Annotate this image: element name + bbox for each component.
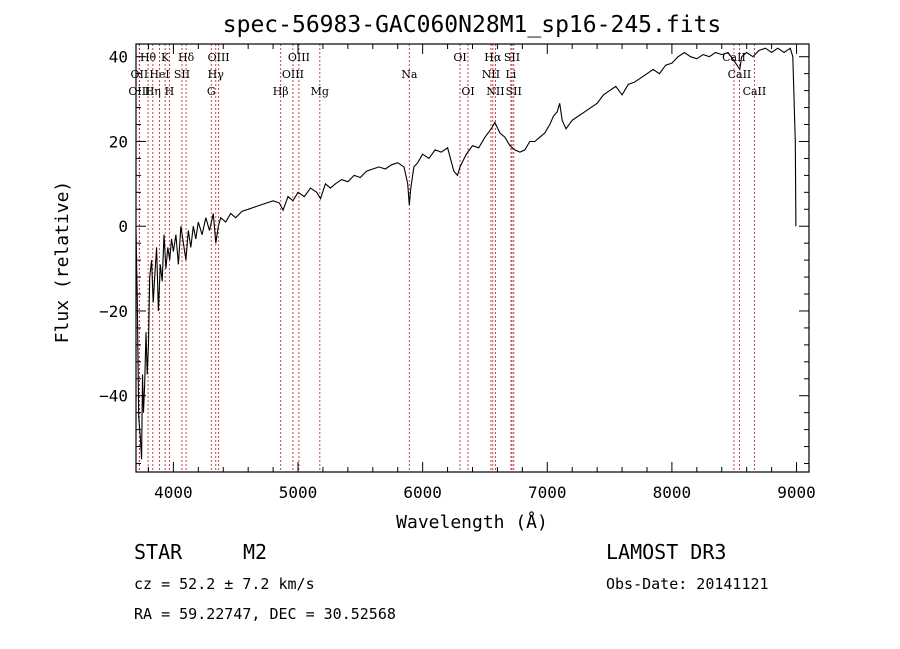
spectral-line-label: SII (506, 85, 522, 98)
spectral-line-label: H (165, 85, 175, 98)
spectral-line-label: Hα (484, 51, 502, 64)
spectral-line-label: OIII (208, 51, 230, 64)
x-tick-label: 8000 (653, 483, 692, 502)
x-tick-label: 9000 (777, 483, 816, 502)
y-axis-ticks: −40 −20 0 20 40 (99, 48, 809, 464)
observation-date: Obs-Date: 20141121 (606, 575, 769, 593)
spectral-line-label: CaII (743, 85, 767, 98)
spectral-line-label: OII (131, 68, 149, 81)
x-tick-label: 6000 (403, 483, 442, 502)
spectral-line-label: CaII (728, 68, 752, 81)
survey-name: LAMOST DR3 (606, 540, 726, 564)
y-axis-label: Flux (relative) (52, 181, 73, 344)
x-tick-label: 7000 (528, 483, 567, 502)
spectral-line-label: OIII (288, 51, 310, 64)
spectral-line-label: OI (453, 51, 466, 64)
spectral-line-label: HeI (149, 68, 169, 81)
spectral-line-label: Hη (145, 85, 161, 98)
spectral-line-label: G (207, 85, 216, 98)
plot-frame (136, 44, 809, 472)
spectral-line-markers (139, 44, 754, 472)
object-subclass: M2 (243, 540, 267, 564)
object-class: STAR (134, 540, 183, 564)
x-tick-label: 4000 (154, 483, 193, 502)
spectrum-chart: spec-56983-GAC060N28M1_sp16-245.fits Hθ O… (0, 0, 900, 649)
chart-title: spec-56983-GAC060N28M1_sp16-245.fits (223, 12, 722, 38)
spectral-line-label: SII (504, 51, 520, 64)
y-tick-label: 20 (109, 132, 128, 151)
x-tick-label: 5000 (279, 483, 318, 502)
y-tick-label: 0 (118, 217, 128, 236)
spectral-line-label: Hθ (140, 51, 157, 64)
spectral-line-label: OI (461, 85, 474, 98)
spectral-line-label: Na (401, 68, 418, 81)
x-axis-ticks: 4000 5000 6000 7000 8000 9000 (148, 44, 815, 502)
sky-coordinates: RA = 59.22747, DEC = 30.52568 (134, 605, 396, 623)
spectral-line-label: NII (482, 68, 500, 81)
spectral-line-label: Hγ (208, 68, 225, 81)
y-tick-label: 40 (109, 48, 128, 67)
flux-series-line (136, 48, 796, 459)
spectral-line-label: Hβ (273, 85, 289, 98)
spectral-line-label: NII (486, 85, 504, 98)
spectral-line-label: Hδ (178, 51, 195, 64)
spectral-line-label: Mg (311, 85, 329, 98)
redshift-velocity: cz = 52.2 ± 7.2 km/s (134, 575, 315, 593)
y-tick-label: −20 (99, 302, 128, 321)
spectral-line-label: K (161, 51, 170, 64)
x-axis-label: Wavelength (Å) (396, 511, 548, 533)
spectral-line-label: Li (505, 68, 516, 81)
y-tick-label: −40 (99, 387, 128, 406)
spectral-line-label: OIII (282, 68, 304, 81)
spectral-line-label: SII (174, 68, 190, 81)
